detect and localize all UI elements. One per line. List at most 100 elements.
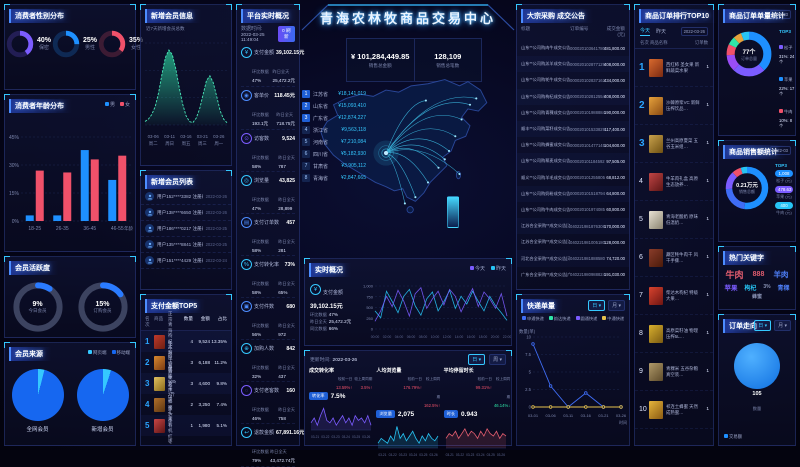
list-item[interactable]: 用户186****0217 注册成为新会员 2022-03-25 [141,221,231,237]
realtime-line-chart: 1,000 750 500 250 0 00:00 02:00 04:00 06:00 08:00… [363,284,511,339]
list-item[interactable]: 6 四川省 ¥5,182,930 [302,150,366,158]
table-row[interactable]: 1 正宗青海枸杞 大颗粒特级 4 9,524 13.35% [141,311,231,371]
keyword[interactable]: 888 [752,271,765,278]
product-thumbnail [154,418,165,433]
product-thumbnail [649,134,663,153]
amount: 6,188 [198,360,211,365]
product-name: 柴达木有机红枣 [168,406,173,445]
new-members-area-chart: 03-06 周二 03-11 周日 03-16 周五 03-21 周三 03-26 周一 [144,42,228,147]
legend-dot [548,316,553,320]
table-row[interactable]: 8 高原菜籽油 物理压榨5L… 1 [635,315,713,353]
province-name: 广东省 [313,115,329,122]
svg-text:2.5: 2.5 [525,387,531,392]
tab-today[interactable]: 今天 [640,28,651,36]
table-row[interactable]: 2 牦牛肉干 五香味 500g 3 6,188 11.2% [141,341,231,385]
province-amount: ¥2,847,665 [340,175,366,181]
list-item[interactable]: 1 江苏省 ¥18,141,019 [302,90,366,98]
product-thumbnail [649,362,663,381]
legend-item: 网页端 [88,350,107,356]
list-item[interactable]: 4 浙江省 ¥9,563,118 [302,126,366,134]
month-toggle-button[interactable]: 月 ▾ [608,300,625,311]
table-row[interactable]: 山东**公司购蜂蜜成交公告|山东**公… 000020101477145 104… [517,137,629,153]
pie-label: 105 数量 [752,391,762,411]
deal-amount: 434,000.00 [604,77,625,83]
table-row[interactable]: 山东**公司购牛肉成交公告|山东**公… 000020101974085 60,… [517,202,629,218]
province-name: 江苏省 [313,91,329,98]
rank: 2 [302,102,310,110]
keyword[interactable]: 3% [763,284,771,290]
product-thumbnail [649,172,663,191]
stat-icon: ↩ [241,427,252,438]
legend-dot [88,350,92,354]
table-row[interactable]: 10 祁连土蜂蜜 天然成熟蜜… 1 [635,391,713,429]
table-row[interactable]: 山东**公司购藜麦成交公告|山东**公… 000020101184592 97,… [517,153,629,170]
date-badge[interactable]: 2022-03 [769,146,791,155]
list-item[interactable]: 3 广东省 ¥12,874,227 [302,114,366,122]
list-item[interactable]: 用户152****3382 注册成为新会员 2022-03-26 [141,189,231,205]
list-item[interactable]: 用户135****8841 注册成为新会员 2022-03-25 [141,237,231,253]
gender-label: 保密 [39,45,50,51]
order-count: 1 [706,141,709,146]
table-row[interactable]: 5 柴达木有机红枣 1 1,980 5.1% [141,406,231,444]
payment-top5-table: 1 正宗青海枸杞 大颗粒特级 4 9,524 13.35% 2 牦牛肉干 五香味… [141,311,231,444]
legend-item: 苹果 22%: 17个 [779,77,795,96]
table-row[interactable]: 5 青海老酸奶 原味低温奶… 1 [635,201,713,239]
table-row[interactable]: 3 高原藜麦米 2斤装 3 4,600 9.8% [141,364,231,402]
table-row[interactable]: 山东**公司购枸杞成交公告|山东**公… 000020102812554 408… [517,88,629,105]
table-row[interactable]: 广东合全采购**成交公告|广东合全采… 040221980988824 191,… [517,267,629,283]
sales-value-pill: 1,008 [775,170,793,177]
day-toggle-button[interactable]: 日 ▾ [588,300,606,311]
table-row[interactable]: 山东**公司购肉牛成交公告|山东**公… 000020103641780 481… [517,40,629,56]
sparkline-xaxis: 03-21 03-22 03-23 03-24 03-25 03-26 [378,453,438,457]
list-item[interactable]: 5 河南省 ¥7,210,084 [302,138,366,146]
table-row[interactable]: 1 西红柿 圣女果 新鲜蔬菜水果 1 [635,49,713,87]
keyword[interactable]: 羊肉 [773,270,789,279]
table-row[interactable]: 江苏合全采购**成交公告|江苏合全采… 040221981005180 128,… [517,234,629,250]
month-toggle-button[interactable]: 月 ▾ [774,320,791,331]
arc-endpoints [403,97,478,205]
list-item[interactable]: 用户138****6650 注册成为新会员 2022-03-26 [141,205,231,221]
table-row[interactable]: 顺丰**公司购菜籽成交公告|顺丰**公… 000020101533829 117… [517,120,629,138]
deal-amount: 117,400.00 [604,126,625,132]
keyword[interactable]: 青稞 [777,285,790,292]
table-row[interactable]: 3 兰州高原夏菜 五谷玉米组… 1 [635,125,713,163]
deal-amount: 481,800.00 [604,45,625,51]
svg-text:03-26: 03-26 [616,413,627,418]
rank: 2 [639,100,645,111]
date-badge[interactable]: 2022-03 [769,10,791,19]
product-name: 祁连土蜂蜜 天然成熟蜜… [666,403,698,415]
list-item[interactable]: 7 甘肃省 ¥3,905,112 [302,162,366,170]
table-row[interactable]: 河北合全采购**成交公告|河北合全采… 040221981888580 74,7… [517,250,629,267]
day-toggle-button[interactable]: 日 ▾ [754,320,772,331]
sparkline-chart [377,426,439,449]
keyword[interactable]: 蜂蜜 [751,294,762,300]
table-row[interactable]: 山东**公司购青稞成交公告|山东**公… 000020101988884 190… [517,105,629,121]
table-row[interactable]: 4 祁连山蜂蜜 礼盒装 2 3,250 7.4% [141,383,231,427]
list-item[interactable]: 2 山东省 ¥15,093,410 [302,102,366,110]
rank: 4 [302,126,310,134]
table-row[interactable]: 顺义**公司购羊毛成交公告|顺义**公… 000020101255805 68,… [517,170,629,186]
stat-icon: ⊙ [241,133,252,144]
province-amount: ¥18,141,019 [338,91,366,97]
refresh-button[interactable]: 0 刷新 [277,25,295,42]
table-row[interactable]: 9 青稞米 五谷杂粮真空装… 1 [635,353,713,391]
table-row[interactable]: 山东**公司购奶粉成交公告|山东**公… 000020101518794 64,… [517,185,629,202]
keyword[interactable]: 枸杞 [744,285,757,292]
table-row[interactable]: 江苏合全采购**成交公告|江苏合全采… 040221981876308 170,… [517,218,629,235]
table-row[interactable]: 4 牛羊肉礼盒 高原生态放养… 1 [635,163,713,201]
member-list: 用户152****3382 注册成为新会员 2022-03-26 用户138**… [141,189,231,269]
table-row[interactable]: 6 藏区牦牛肉干 风干手撕… 1 [635,239,713,277]
week-toggle-button[interactable]: 周 ▾ [489,354,506,365]
table-row[interactable]: 山东**公司购牦牛成交公告|山东**公… 000020102837162 434… [517,72,629,88]
table-row[interactable]: 山东**公司购羔羊成交公告|山东**公… 000020102877129 408… [517,56,629,73]
metric-badge: 浏览量 [376,410,395,418]
keyword[interactable]: 苹果 [724,285,738,292]
list-item[interactable]: 用户151****4429 注册成为新会员 2022-03-24 [141,253,231,269]
keyword[interactable]: 牛肉 [725,270,744,280]
table-row[interactable]: 7 柴达木枸杞 特级大果… 1 [635,277,713,315]
day-toggle-button[interactable]: 日 ▾ [468,354,486,365]
tab-yesterday[interactable]: 昨天 [656,28,667,35]
list-item[interactable]: 8 青海省 ¥2,847,665 [302,174,366,182]
date-badge[interactable]: 2022-03-26 [680,27,708,36]
table-row[interactable]: 2 沙棘原浆VC 新鲜压榨饮品… 1 [635,87,713,125]
